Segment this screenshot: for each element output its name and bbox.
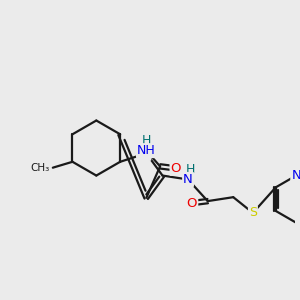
Text: N: N: [183, 173, 193, 186]
Text: H: H: [185, 163, 195, 176]
Text: S: S: [142, 147, 150, 160]
Text: O: O: [187, 196, 197, 210]
Text: N: N: [291, 169, 300, 182]
Text: NH: NH: [137, 144, 156, 157]
Text: CH₃: CH₃: [31, 163, 50, 173]
Text: H: H: [142, 134, 151, 147]
Text: O: O: [171, 162, 181, 175]
Text: S: S: [249, 206, 257, 219]
